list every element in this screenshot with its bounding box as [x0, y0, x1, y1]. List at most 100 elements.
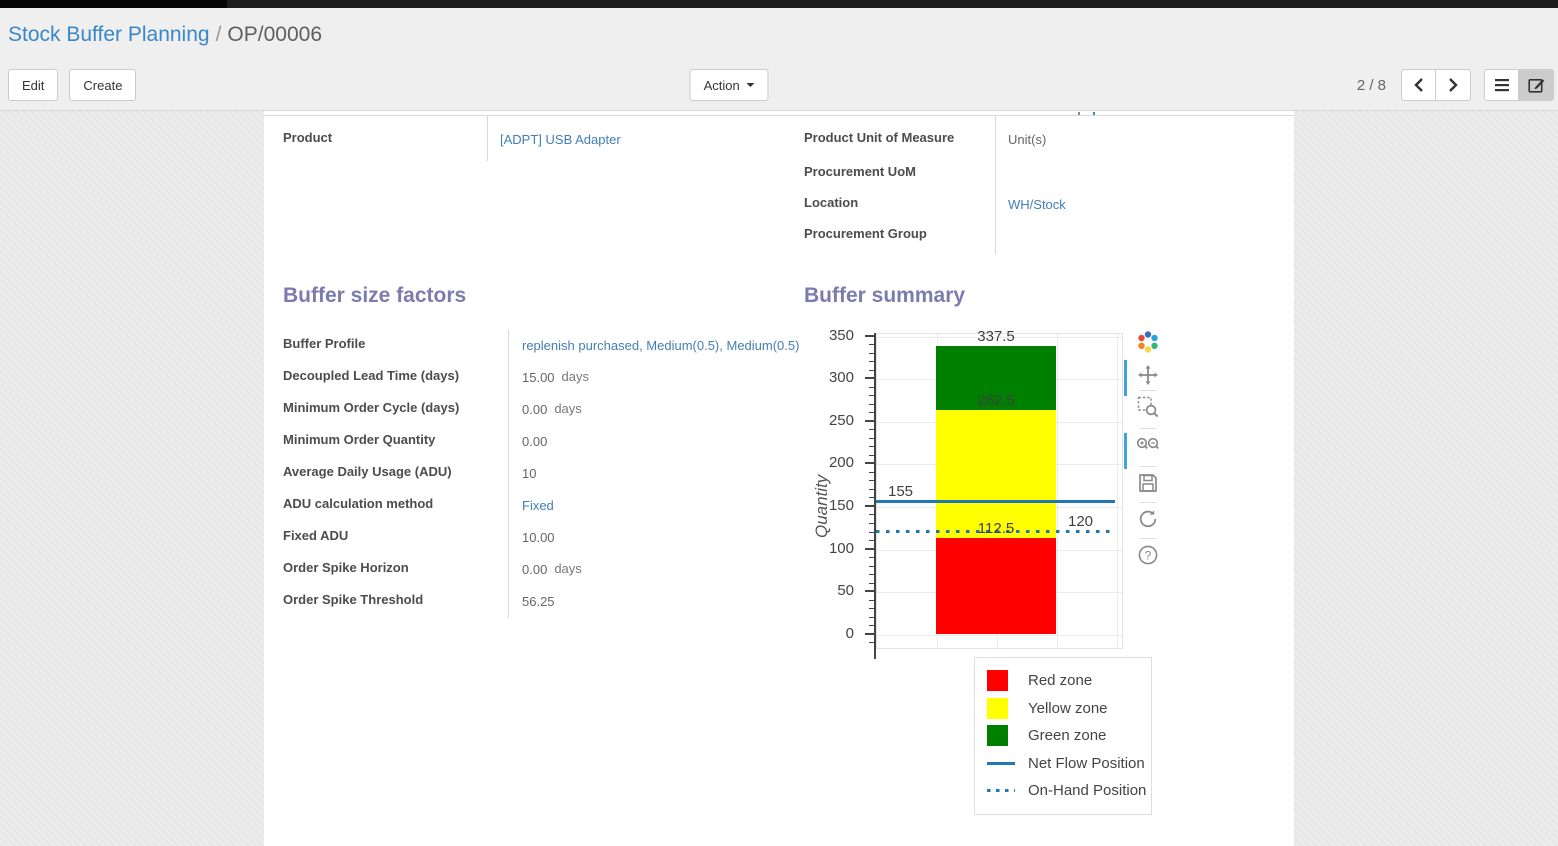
yellow-zone-bar — [936, 410, 1056, 538]
y-axis-minor-tick — [869, 565, 874, 567]
field-label: ADU calculation method — [283, 496, 434, 511]
y-axis-tick-label: 100 — [828, 539, 854, 557]
horizontal-gridline — [877, 634, 1122, 636]
net-flow-position-line — [876, 500, 1115, 504]
field-label: Order Spike Horizon — [283, 560, 409, 575]
legend-item[interactable]: On-Hand Position — [987, 777, 1146, 805]
y-axis-minor-tick — [869, 599, 874, 601]
vertical-gridline — [1117, 334, 1118, 648]
field-value-link[interactable]: replenish purchased, Medium(0.5), Medium… — [522, 338, 800, 353]
y-axis-minor-tick — [869, 642, 874, 644]
form-view-button[interactable] — [1519, 69, 1554, 101]
field-value — [995, 161, 1275, 192]
field-row: Minimum Order Cycle (days) 0.00 days — [283, 394, 804, 426]
field-value-text: 15.00 — [522, 370, 555, 385]
field-value: WH/Stock — [995, 192, 1275, 223]
red-zone-bar — [936, 537, 1056, 634]
caret-down-icon — [746, 83, 755, 87]
field-value — [995, 223, 1275, 254]
breadcrumb-current: OP/00006 — [227, 23, 322, 46]
field-value-link[interactable]: Fixed — [522, 498, 554, 513]
y-axis-minor-tick — [869, 369, 874, 371]
field-row: Order Spike Threshold 56.25 — [283, 586, 804, 618]
edit-button[interactable]: Edit — [8, 69, 59, 101]
breadcrumb-parent-link[interactable]: Stock Buffer Planning — [8, 23, 210, 46]
buffer-size-factors-title: Buffer size factors — [283, 284, 467, 307]
zoom-in-out-icon[interactable] — [1134, 434, 1162, 456]
field-value-link[interactable]: [ADPT] USB Adapter — [500, 132, 621, 147]
field-row: Buffer Profile replenish purchased, Mediu… — [283, 330, 804, 362]
y-axis-minor-tick — [869, 488, 874, 490]
vertical-gridline — [1057, 334, 1058, 648]
field-label: Location — [804, 195, 859, 210]
legend-swatch — [987, 697, 1017, 719]
previous-record-button[interactable] — [1401, 69, 1436, 101]
dots-swatch-icon — [987, 789, 1015, 793]
reset-axes-icon[interactable] — [1134, 508, 1162, 530]
legend-swatch — [987, 670, 1017, 692]
y-axis-minor-tick — [869, 352, 874, 354]
legend-item[interactable]: Red zone — [987, 667, 1139, 695]
buffer-size-factors-section: Buffer size factors Buffer Profile replen… — [283, 283, 804, 816]
field-value: 10.00 — [508, 522, 804, 554]
field-row: Fixed ADU 10.00 — [283, 522, 804, 554]
legend-item[interactable]: Yellow zone — [987, 695, 1139, 723]
list-view-icon — [1494, 79, 1509, 92]
toolbar: Edit Create Action 2 / 8 — [0, 69, 1558, 110]
field-row: Product [ADPT] USB Adapter — [283, 116, 804, 161]
action-label: Action — [703, 77, 740, 93]
list-view-button[interactable] — [1484, 69, 1519, 101]
top-menu-bar-segment — [0, 0, 227, 8]
legend-swatch — [987, 761, 1017, 765]
next-record-button[interactable] — [1436, 69, 1471, 101]
y-axis-title: Quantity — [812, 474, 831, 538]
uom-location-field-group: Product Unit of Measure Unit(s) Procuremen… — [804, 116, 1275, 254]
y-axis-minor-tick — [869, 454, 874, 456]
clipped-text-fragment — [1093, 112, 1095, 115]
breadcrumb-separator: / — [215, 23, 222, 46]
field-row: Minimum Order Quantity 0.00 — [283, 426, 804, 458]
pager-area: 2 / 8 — [1357, 69, 1554, 101]
box-zoom-icon[interactable] — [1134, 396, 1162, 418]
form-background: Product [ADPT] USB Adapter Product Unit o… — [0, 111, 1558, 846]
field-value: [ADPT] USB Adapter — [487, 116, 804, 161]
legend-label: Green zone — [1028, 727, 1107, 745]
y-axis-minor-tick — [869, 403, 874, 405]
create-button[interactable]: Create — [69, 69, 137, 101]
modebar-separator — [1139, 428, 1157, 429]
pager-nav-group — [1401, 69, 1471, 101]
field-label: Product Unit of Measure — [804, 130, 955, 145]
legend-label: On-Hand Position — [1028, 782, 1147, 800]
y-axis-minor-tick — [869, 344, 874, 346]
y-axis-minor-tick — [869, 412, 874, 414]
y-axis-tick-label: 0 — [845, 624, 854, 642]
pan-icon[interactable] — [1134, 364, 1162, 386]
y-axis-major-tick — [865, 419, 874, 422]
field-value: 0.00 days — [508, 554, 804, 586]
legend-label: Red zone — [1028, 672, 1093, 690]
green-zone-bar — [936, 346, 1056, 411]
save-icon[interactable] — [1134, 472, 1162, 494]
field-value-suffix: days — [554, 401, 582, 416]
product-info-section: Product [ADPT] USB Adapter Product Unit o… — [283, 116, 1275, 254]
field-value-suffix: days — [561, 369, 590, 384]
line-swatch-icon — [987, 761, 1015, 765]
on-hand-position-label: 120 — [1068, 512, 1094, 530]
field-value-text: 0.00 — [522, 434, 548, 449]
field-row: Location WH/Stock — [804, 192, 1275, 223]
plotly-logo-icon[interactable] — [1134, 330, 1162, 354]
form-view-icon — [1527, 78, 1544, 93]
field-label: Procurement UoM — [804, 164, 916, 179]
form-sheet: Product [ADPT] USB Adapter Product Unit o… — [264, 111, 1294, 846]
legend-item[interactable]: Net Flow Position — [987, 750, 1145, 778]
y-axis-major-tick — [865, 334, 874, 337]
action-dropdown-button[interactable]: Action — [689, 69, 769, 101]
y-axis-line — [874, 333, 876, 659]
field-value-text: 56.25 — [522, 594, 555, 609]
field-value-link[interactable]: WH/Stock — [1008, 197, 1066, 212]
modebar-separator — [1139, 502, 1157, 503]
legend-item[interactable]: Green zone — [987, 722, 1139, 750]
help-icon[interactable]: ? — [1134, 544, 1162, 566]
field-value: 10 — [508, 458, 804, 490]
pager-counter: 2 / 8 — [1356, 76, 1386, 94]
